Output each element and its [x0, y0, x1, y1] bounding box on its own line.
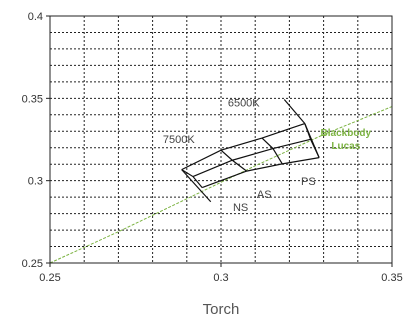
series-label-line: Lucas	[331, 141, 360, 152]
grid	[50, 16, 392, 263]
annotation-label: PS	[301, 176, 316, 188]
blackbody-curve	[49, 106, 393, 264]
annotation-label: 6500K	[228, 98, 260, 110]
y-tick-label: 0.4	[28, 11, 43, 23]
quad-column-line	[261, 137, 283, 165]
quad-row-line	[192, 138, 311, 178]
quad-column-line	[181, 169, 203, 188]
y-tick-label: 0.3	[28, 176, 43, 188]
annotation-label: NS	[233, 202, 248, 214]
x-tick-label: 0.25	[39, 272, 60, 284]
annotation-label: 7500K	[163, 134, 195, 146]
annotation-label: AS	[257, 189, 272, 201]
y-tick-label: 0.35	[22, 93, 43, 105]
x-axis-label: Torch	[203, 301, 240, 318]
quad-row-line	[181, 122, 305, 171]
quadrangle-grid	[181, 99, 320, 203]
quad-guide-line	[181, 169, 212, 203]
quad-guide-line	[283, 99, 306, 124]
quad-column-line	[220, 149, 248, 172]
annotations: 6500K 7500K AS NS PS	[163, 98, 316, 215]
series-line-blackbody	[49, 106, 393, 264]
y-tick-label: 0.25	[22, 258, 43, 270]
series-label-blackbody: Blackbody Lucas	[321, 128, 372, 152]
quad-row-line	[201, 157, 320, 189]
series-label-line: Blackbody	[321, 128, 372, 139]
x-axis-ticks: 0.25 0.3 0.35	[39, 263, 403, 284]
y-axis-ticks: 0.25 0.3 0.35 0.4	[22, 11, 50, 270]
quad-guide-line	[304, 123, 320, 158]
x-tick-label: 0.3	[213, 272, 228, 284]
x-tick-label: 0.35	[381, 272, 402, 284]
